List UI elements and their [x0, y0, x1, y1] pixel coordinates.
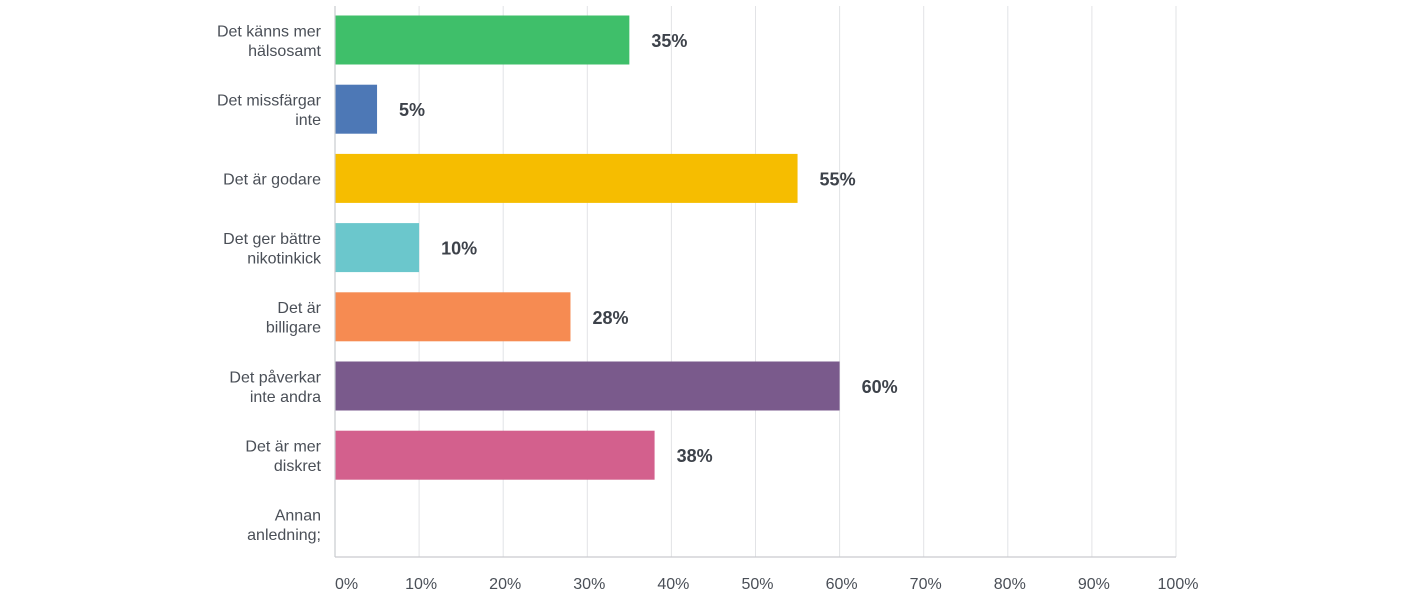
category-label: Det är mer diskret	[245, 438, 321, 475]
x-tick-label: 20%	[489, 576, 521, 593]
category-label: Det missfärgar inte	[217, 92, 322, 129]
category-label: Annan anledning;	[247, 508, 321, 545]
bar	[335, 84, 378, 134]
label-layer: 35% Det känns mer hälsosamt 5% Det missfärga…	[217, 23, 898, 544]
axis-layer: 0% 10% 20% 30% 40% 50% 60% 70% 80% 90% 100%	[334, 6, 1199, 593]
category-label-line: Annan	[275, 508, 321, 525]
grid-layer	[418, 6, 1177, 557]
x-tick-label: 70%	[910, 576, 942, 593]
bar	[335, 153, 798, 203]
x-tick-label: 50%	[741, 576, 773, 593]
x-tick-label: 80%	[994, 576, 1026, 593]
data-label: 35%	[651, 31, 687, 51]
category-label-line: anledning;	[247, 527, 321, 544]
x-tick-label: 30%	[573, 576, 605, 593]
bar-layer	[335, 15, 840, 480]
data-label: 10%	[441, 239, 477, 259]
bar	[335, 361, 840, 411]
category-label-line: Det ger bättre	[223, 231, 321, 248]
data-label: 38%	[677, 446, 713, 466]
category-label-line: billigare	[266, 320, 321, 337]
category-label: Det är billigare	[266, 300, 322, 337]
category-label: Det känns mer hälsosamt	[217, 23, 322, 60]
category-label-line: Det är godare	[223, 171, 321, 188]
category-label-line: nikotinkick	[247, 250, 322, 267]
category-label-line: inte	[295, 112, 321, 129]
x-tick-label: 10%	[405, 576, 437, 593]
data-label: 60%	[862, 377, 898, 397]
category-label-line: Det är	[277, 300, 321, 317]
bar	[335, 15, 630, 65]
category-label-line: Det är mer	[245, 438, 321, 455]
x-tick-label: 100%	[1158, 576, 1199, 593]
category-label: Det är godare	[223, 171, 321, 188]
category-label-line: hälsosamt	[248, 43, 321, 60]
x-tick-label: 60%	[826, 576, 858, 593]
category-label-line: Det påverkar	[229, 368, 321, 386]
x-tick-label: 90%	[1078, 576, 1110, 593]
category-label-line: Det känns mer	[217, 23, 322, 40]
x-tick-label: 40%	[657, 576, 689, 593]
x-tick-label: 0%	[335, 576, 358, 593]
category-label: Det påverkar inte andra	[229, 368, 321, 406]
bar	[335, 292, 571, 342]
category-label-line: diskret	[274, 458, 322, 475]
data-label: 5%	[399, 100, 425, 120]
bar	[335, 430, 655, 480]
category-label: Det ger bättre nikotinkick	[223, 231, 322, 268]
category-label-line: Det missfärgar	[217, 92, 322, 109]
category-label-line: inte andra	[250, 389, 321, 406]
data-label: 55%	[820, 169, 856, 189]
data-label: 28%	[592, 308, 628, 328]
bar	[335, 223, 420, 273]
